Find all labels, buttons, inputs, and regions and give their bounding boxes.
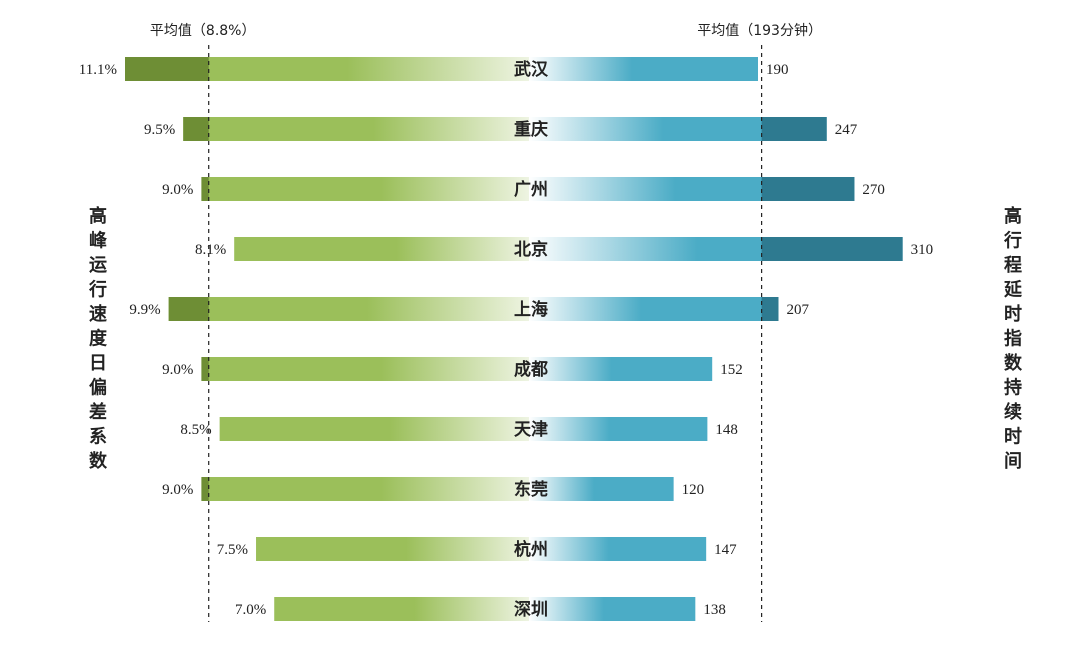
bar-left-excess-重庆	[183, 117, 209, 141]
right-axis-title-char: 数	[1004, 352, 1023, 374]
bar-right-天津	[529, 417, 708, 441]
bars-layer	[125, 57, 903, 621]
right-value-label: 310	[911, 242, 934, 258]
bar-right-上海	[529, 297, 779, 321]
right-axis-title-char: 延	[1003, 280, 1023, 301]
city-label: 重庆	[514, 119, 548, 140]
city-label: 深圳	[514, 599, 548, 620]
bar-right-武汉	[529, 57, 758, 81]
right-value-label: 147	[714, 542, 737, 558]
city-label: 天津	[514, 419, 548, 440]
city-label: 广州	[514, 179, 548, 200]
left-axis-title-char: 高	[89, 205, 107, 227]
labels-layer: 武汉 11.1% 190 重庆 9.5% 247 广州 9.0% 270 北京 8.1% 310 上海 9…	[79, 59, 933, 620]
right-axis-title-char: 续	[1004, 401, 1022, 423]
bar-right-excess-北京	[761, 237, 903, 261]
city-label: 成都	[514, 359, 548, 380]
right-axis-title-char: 高	[1004, 205, 1022, 227]
left-axis-title-char: 差	[89, 401, 107, 423]
bar-left-excess-武汉	[125, 57, 209, 81]
right-value-label: 152	[720, 362, 743, 378]
bar-right-excess-重庆	[761, 117, 827, 141]
right-axis-title-char: 指	[1004, 328, 1022, 350]
right-value-label: 190	[766, 62, 789, 78]
left-value-label: 9.5%	[144, 122, 175, 138]
left-axis-title-char: 度	[89, 328, 108, 350]
bar-left-excess-成都	[201, 357, 209, 381]
average-label-left: 平均值（8.8%）	[150, 23, 256, 39]
right-value-label: 120	[682, 482, 705, 498]
bar-left-excess-上海	[168, 297, 209, 321]
city-label: 北京	[514, 239, 548, 260]
right-axis-title-char: 持	[1004, 377, 1022, 399]
bar-left-北京	[234, 237, 529, 261]
right-value-label: 270	[862, 182, 885, 198]
right-value-label: 148	[715, 422, 738, 438]
average-lines: 平均值（8.8%） 平均值（193分钟）	[150, 22, 822, 622]
right-axis-title-char: 时	[1004, 427, 1022, 448]
left-axis-title-char: 偏	[89, 377, 107, 399]
left-axis-title-char: 行	[88, 279, 107, 301]
left-axis-title-char: 数	[89, 450, 108, 472]
bar-right-成都	[529, 357, 713, 381]
bar-left-上海	[168, 297, 530, 321]
right-value-label: 138	[703, 602, 726, 618]
bar-left-excess-广州	[201, 177, 209, 201]
city-label: 上海	[514, 299, 548, 320]
left-value-label: 8.1%	[195, 242, 226, 258]
left-axis-title-char: 速	[89, 303, 107, 325]
left-value-label: 8.5%	[180, 422, 211, 438]
left-value-label: 9.0%	[162, 362, 193, 378]
left-value-label: 7.5%	[217, 542, 248, 558]
bar-left-成都	[201, 357, 529, 381]
bar-left-天津	[219, 417, 530, 441]
left-value-label: 9.9%	[129, 302, 160, 318]
bar-right-东莞	[529, 477, 674, 501]
bar-right-excess-广州	[761, 177, 855, 201]
city-label: 武汉	[514, 59, 549, 80]
right-axis-title-char: 行	[1003, 230, 1022, 252]
left-value-label: 9.0%	[162, 182, 193, 198]
bar-left-杭州	[256, 537, 529, 561]
bar-left-重庆	[183, 117, 529, 141]
bar-right-杭州	[529, 537, 707, 561]
bar-left-深圳	[274, 597, 529, 621]
right-axis-title-char: 间	[1004, 451, 1022, 472]
left-value-label: 11.1%	[79, 62, 117, 78]
bar-left-东莞	[201, 477, 529, 501]
left-value-label: 7.0%	[235, 602, 266, 618]
city-label: 东莞	[514, 479, 548, 500]
right-axis-title-char: 程	[1004, 255, 1022, 276]
right-value-label: 247	[835, 122, 858, 138]
bar-right-excess-上海	[761, 297, 779, 321]
bar-left-excess-东莞	[201, 477, 209, 501]
right-axis-title-char: 时	[1004, 304, 1022, 325]
left-axis-title-char: 日	[89, 353, 107, 374]
left-axis-title-char: 系	[89, 427, 107, 448]
left-axis-title-char: 峰	[89, 230, 108, 252]
average-label-right: 平均值（193分钟）	[697, 22, 822, 39]
city-label: 杭州	[514, 539, 548, 560]
bar-right-深圳	[529, 597, 696, 621]
left-axis-title-char: 运	[89, 255, 107, 276]
bar-left-广州	[201, 177, 529, 201]
left-value-label: 9.0%	[162, 482, 193, 498]
right-value-label: 207	[786, 302, 809, 318]
